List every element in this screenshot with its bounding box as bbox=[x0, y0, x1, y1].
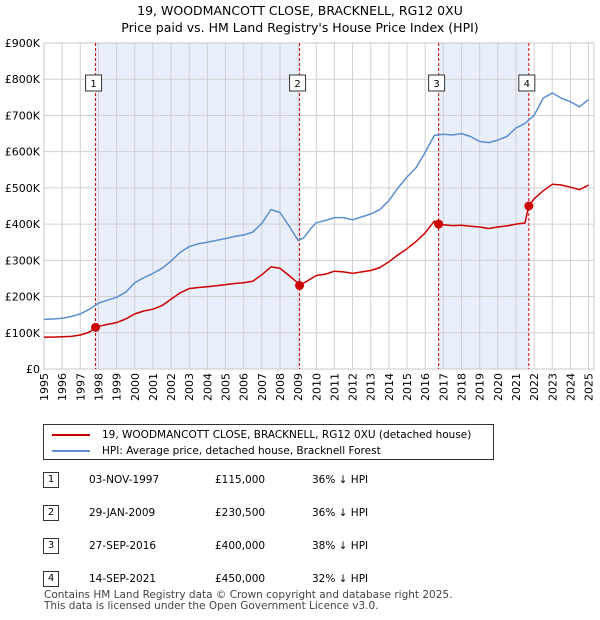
x-tick-label: 2024 bbox=[564, 373, 577, 401]
title-address: 19, WOODMANCOTT CLOSE, BRACKNELL, RG12 0… bbox=[137, 3, 463, 18]
sale-hpi-diff: 36% ↓ HPI bbox=[312, 507, 369, 519]
x-tick-label: 2012 bbox=[347, 373, 360, 401]
sale-number-badge: 1 bbox=[43, 472, 59, 488]
x-tick-label: 1995 bbox=[38, 373, 51, 401]
hpi-series-line bbox=[43, 92, 590, 321]
y-tick-label: £400K bbox=[5, 218, 41, 231]
y-tick-label: £700K bbox=[5, 109, 41, 122]
y-tick-label: £300K bbox=[5, 254, 41, 267]
sale-date: 03-NOV-1997 bbox=[89, 474, 160, 486]
title-subtitle: Price paid vs. HM Land Registry's House … bbox=[121, 20, 479, 35]
sale-point bbox=[295, 281, 305, 291]
sale-row: 1 03-NOV-1997 £115,000 36% ↓ HPI bbox=[0, 470, 600, 490]
sale-row: 4 14-SEP-2021 £450,000 32% ↓ HPI bbox=[0, 569, 600, 589]
legend-swatch-property bbox=[52, 434, 90, 436]
legend: 19, WOODMANCOTT CLOSE, BRACKNELL, RG12 0… bbox=[43, 424, 494, 460]
property-series-line bbox=[44, 183, 589, 338]
x-tick-label: 2006 bbox=[238, 373, 251, 401]
x-tick-label: 2019 bbox=[474, 373, 487, 401]
y-tick-label: £600K bbox=[5, 146, 41, 159]
sale-number-label: 4 bbox=[524, 79, 530, 90]
sale-hpi-diff: 36% ↓ HPI bbox=[312, 474, 369, 486]
x-tick-label: 2005 bbox=[220, 373, 233, 401]
x-tick-label: 2013 bbox=[365, 373, 378, 401]
footer-copyright: Contains HM Land Registry data © Crown c… bbox=[44, 589, 453, 601]
x-tick-label: 2015 bbox=[401, 373, 414, 401]
sale-number-frame bbox=[518, 74, 536, 92]
x-tick-label: 2017 bbox=[437, 373, 450, 401]
x-tick-label: 2016 bbox=[419, 373, 432, 401]
sale-number-badge: 2 bbox=[43, 505, 59, 521]
x-tick-label: 2014 bbox=[383, 373, 396, 401]
legend-swatch-hpi bbox=[52, 450, 90, 452]
chart-title: 19, WOODMANCOTT CLOSE, BRACKNELL, RG12 0… bbox=[0, 2, 600, 36]
y-tick-label: £200K bbox=[5, 291, 41, 304]
legend-label-property: 19, WOODMANCOTT CLOSE, BRACKNELL, RG12 0… bbox=[102, 429, 472, 441]
sale-price: £450,000 bbox=[215, 573, 266, 585]
legend-item-hpi: HPI: Average price, detached house, Brac… bbox=[52, 443, 381, 459]
plot-area-border bbox=[43, 42, 595, 370]
sale-number-frame bbox=[85, 74, 103, 92]
shaded-ownership-period bbox=[95, 43, 300, 369]
sale-point bbox=[91, 322, 101, 332]
x-tick-label: 2008 bbox=[274, 373, 287, 401]
sale-number-box: 1 bbox=[85, 74, 103, 92]
x-tick-label: 2018 bbox=[455, 373, 468, 401]
sale-point bbox=[524, 201, 534, 211]
sale-price: £115,000 bbox=[215, 474, 266, 486]
sale-number-label: 1 bbox=[90, 79, 96, 90]
x-tick-label: 2021 bbox=[510, 373, 523, 401]
sale-row: 2 29-JAN-2009 £230,500 36% ↓ HPI bbox=[0, 503, 600, 523]
x-tick-label: 2007 bbox=[256, 373, 269, 401]
footer-license: This data is licensed under the Open Gov… bbox=[44, 600, 379, 612]
sale-price: £400,000 bbox=[215, 540, 266, 552]
x-tick-label: 2001 bbox=[147, 373, 160, 401]
sale-number-frame bbox=[289, 74, 307, 92]
sale-date: 27-SEP-2016 bbox=[89, 540, 157, 552]
sale-number-box: 3 bbox=[428, 74, 446, 92]
sale-number-box: 2 bbox=[289, 74, 307, 92]
x-tick-label: 1999 bbox=[111, 373, 124, 401]
x-tick-label: 2023 bbox=[546, 373, 559, 401]
shaded-ownership-period bbox=[438, 43, 529, 369]
x-tick-label: 2000 bbox=[129, 373, 142, 401]
sale-price: £230,500 bbox=[215, 507, 266, 519]
sale-date: 29-JAN-2009 bbox=[89, 507, 156, 519]
sale-number-box: 4 bbox=[518, 74, 536, 92]
sale-number-badge: 3 bbox=[43, 538, 59, 554]
y-tick-label: £900K bbox=[5, 37, 41, 50]
sale-number-frame bbox=[428, 74, 446, 92]
y-tick-label: £100K bbox=[5, 327, 41, 340]
sale-hpi-diff: 32% ↓ HPI bbox=[312, 573, 369, 585]
price-chart: £0 £100K £200K £300K £400K £500K £600K £700K £80… bbox=[5, 37, 596, 401]
x-tick-label: 2009 bbox=[292, 373, 305, 401]
y-tick-label: £0 bbox=[26, 363, 40, 376]
sale-number-label: 2 bbox=[294, 79, 300, 90]
sale-point bbox=[434, 219, 444, 229]
legend-label-hpi: HPI: Average price, detached house, Brac… bbox=[102, 445, 381, 457]
x-tick-label: 2022 bbox=[528, 373, 541, 401]
legend-item-property: 19, WOODMANCOTT CLOSE, BRACKNELL, RG12 0… bbox=[52, 427, 471, 443]
y-tick-label: £800K bbox=[5, 73, 41, 86]
sale-date: 14-SEP-2021 bbox=[89, 573, 157, 585]
x-tick-label: 2025 bbox=[583, 373, 596, 401]
sale-row: 3 27-SEP-2016 £400,000 38% ↓ HPI bbox=[0, 536, 600, 556]
x-tick-label: 2002 bbox=[165, 373, 178, 401]
x-tick-label: 2004 bbox=[201, 373, 214, 401]
x-tick-label: 2020 bbox=[492, 373, 505, 401]
sale-number-label: 3 bbox=[433, 79, 439, 90]
x-tick-label: 2011 bbox=[328, 373, 341, 401]
x-tick-label: 1996 bbox=[56, 373, 69, 401]
sale-hpi-diff: 38% ↓ HPI bbox=[312, 540, 369, 552]
x-tick-label: 2003 bbox=[183, 373, 196, 401]
footer-attribution: Contains HM Land Registry data © Crown c… bbox=[44, 590, 452, 612]
y-tick-label: £500K bbox=[5, 182, 41, 195]
x-tick-label: 2010 bbox=[310, 373, 323, 401]
x-tick-label: 1997 bbox=[74, 373, 87, 401]
x-tick-label: 1998 bbox=[92, 373, 105, 401]
sale-number-badge: 4 bbox=[43, 571, 59, 587]
